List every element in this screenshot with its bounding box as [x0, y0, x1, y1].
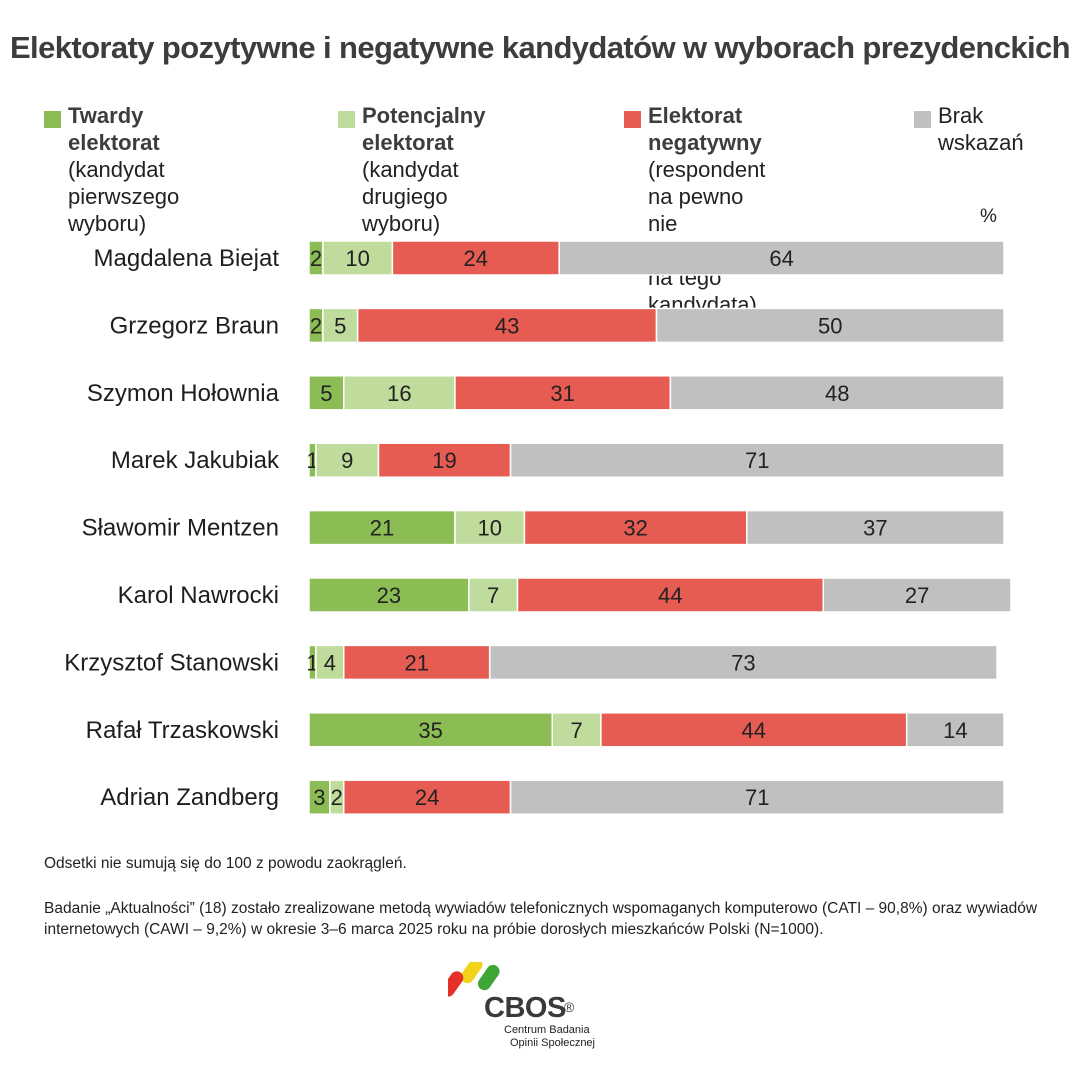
- methodology-note: Badanie „Aktualności” (18) zostało zreal…: [44, 900, 1038, 938]
- bar-value-label: 44: [658, 583, 682, 608]
- bar-value-label: 27: [905, 583, 929, 608]
- bar-value-label: 21: [404, 650, 428, 675]
- bar-segment-negative: [356, 307, 658, 344]
- unit-label: %: [980, 206, 997, 227]
- bar-segment-negative: [523, 509, 748, 546]
- bar-value-label: 2: [331, 785, 343, 810]
- bar-value-label: 71: [745, 448, 769, 473]
- bar-segment-none: [669, 375, 1005, 411]
- bar-segment-none: [822, 577, 1012, 613]
- bar-value-label: 9: [341, 448, 353, 473]
- bar-value-label: 23: [377, 583, 401, 608]
- bar-segment-hard: [308, 509, 456, 546]
- legend-sub-potential: (kandydat drugiego wyboru): [362, 157, 459, 236]
- bar-value-label: 10: [345, 246, 369, 271]
- bar-value-label: 44: [742, 718, 766, 743]
- bar-segment-negative: [343, 779, 512, 815]
- candidate-label: Karol Nawrocki: [118, 582, 279, 609]
- legend-label-hard: Twardy elektorat: [68, 103, 160, 155]
- bar-value-label: 24: [464, 246, 488, 271]
- bar-value-label: 4: [324, 650, 336, 675]
- bar-value-label: 35: [418, 718, 442, 743]
- bar-value-label: 7: [570, 718, 582, 743]
- bar-segment-none: [655, 307, 1005, 344]
- bar-segment-negative: [454, 375, 672, 411]
- legend: Twardy elektorat (kandydat pierwszego wy…: [0, 102, 1080, 317]
- bar-segment-none: [558, 240, 1005, 276]
- bar-segment-none: [905, 712, 1005, 748]
- legend-sub-hard: (kandydat pierwszego wyboru): [68, 157, 180, 236]
- bar-value-label: 5: [334, 313, 346, 338]
- bar-value-label: 7: [487, 583, 499, 608]
- bar-value-label: 16: [387, 381, 411, 406]
- bar-value-label: 5: [320, 381, 332, 406]
- bar-value-label: 48: [825, 381, 849, 406]
- bar-value-label: 3: [313, 785, 325, 810]
- bar-segment-negative: [600, 712, 908, 748]
- candidate-label: Grzegorz Braun: [110, 312, 279, 339]
- legend-swatch-negative: [624, 111, 641, 128]
- legend-label-negative: Elektorat negatywny: [648, 103, 762, 155]
- bar-value-label: 2: [310, 246, 322, 271]
- bar-value-label: 64: [769, 246, 793, 271]
- logo-registered: ®: [564, 999, 575, 1015]
- legend-swatch-potential: [338, 111, 355, 128]
- bar-value-label: 43: [495, 313, 519, 338]
- bar-value-label: 37: [863, 516, 887, 541]
- logo-subtitle-2: Opinii Społecznej: [510, 1037, 595, 1049]
- bar-segment-potential: [322, 240, 394, 276]
- bar-segment-none: [509, 779, 1005, 815]
- bar-value-label: 73: [731, 650, 755, 675]
- bar-segment-negative: [343, 644, 491, 681]
- bar-segment-potential: [315, 442, 380, 478]
- bar-segment-hard: [308, 577, 470, 613]
- bar-value-label: 10: [477, 516, 501, 541]
- candidate-label: Sławomir Mentzen: [82, 515, 279, 542]
- bar-value-label: 24: [415, 785, 439, 810]
- bar-value-label: 50: [818, 313, 842, 338]
- cbos-logo: CBOS ® Centrum Badania Opinii Społecznej: [448, 962, 648, 1062]
- bar-segment-negative: [391, 240, 560, 276]
- bar-value-label: 21: [370, 516, 394, 541]
- bar-value-label: 14: [943, 718, 967, 743]
- bar-value-label: 71: [745, 785, 769, 810]
- candidate-label: Marek Jakubiak: [111, 447, 280, 474]
- bar-segment-negative: [516, 577, 825, 613]
- logo-wordmark: CBOS: [484, 992, 566, 1024]
- bar-segment-none: [509, 442, 1005, 478]
- bar-segment-hard: [308, 375, 345, 411]
- logo-subtitle-1: Centrum Badania: [504, 1024, 590, 1036]
- candidate-label: Krzysztof Stanowski: [64, 649, 279, 676]
- rounding-note: Odsetki nie sumują się do 100 z powodu z…: [44, 855, 407, 872]
- candidate-label: Szymon Hołownia: [87, 380, 280, 407]
- candidate-label: Magdalena Biejat: [94, 245, 280, 272]
- bar-segment-potential: [343, 375, 456, 411]
- bar-value-label: 31: [550, 381, 574, 406]
- bar-segment-none: [746, 509, 1005, 546]
- bar-segment-potential: [322, 307, 359, 344]
- legend-swatch-hard: [44, 111, 61, 128]
- legend-swatch-none: [914, 111, 931, 128]
- cbos-logo-icon: [448, 962, 500, 997]
- candidate-label: Adrian Zandberg: [100, 784, 279, 811]
- candidate-label: Rafał Trzaskowski: [86, 717, 279, 744]
- bar-value-label: 19: [432, 448, 456, 473]
- bar-value-label: 32: [623, 516, 647, 541]
- bar-value-label: 2: [310, 313, 322, 338]
- legend-label-potential: Potencjalny elektorat: [362, 103, 486, 155]
- legend-sub-none: Brak wskazań: [938, 103, 1024, 155]
- bar-segment-potential: [551, 712, 602, 748]
- bar-segment-none: [488, 644, 998, 681]
- bar-segment-potential: [454, 509, 526, 546]
- chart-title: Elektoraty pozytywne i negatywne kandyda…: [9, 30, 1071, 65]
